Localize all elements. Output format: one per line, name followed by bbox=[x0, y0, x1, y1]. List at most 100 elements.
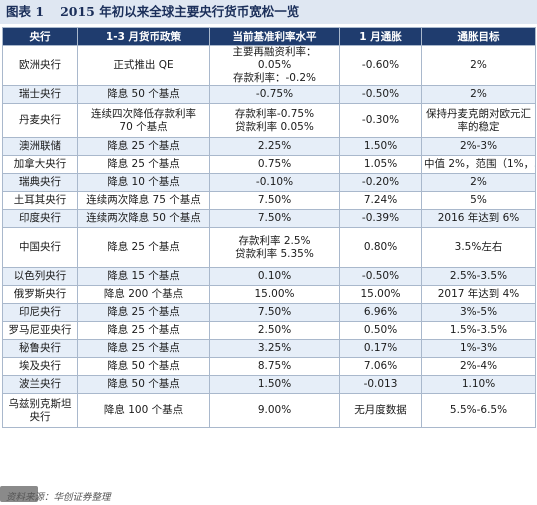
cell-inflation: 0.17% bbox=[339, 339, 422, 358]
cell-inflation: 1.50% bbox=[339, 137, 422, 156]
table-row: 瑞士央行 降息 50 个基点 -0.75% -0.50% 2% bbox=[2, 85, 536, 104]
cell-inflation: 15.00% bbox=[339, 285, 422, 304]
cell-inflation: 1.05% bbox=[339, 155, 422, 174]
cell-policy: 连续两次降息 75 个基点 bbox=[77, 191, 210, 210]
cell-text: 降息 100 个基点 bbox=[103, 404, 184, 416]
watermark-logo bbox=[0, 486, 38, 502]
cell-target: 1.5%-3.5% bbox=[421, 321, 536, 340]
cell-text: -0.60% bbox=[361, 59, 400, 71]
central-bank-table: 央行 1-3 月货币政策 当前基准利率水平 1 月通胀 通胀目标 欧洲央行 正式推… bbox=[2, 27, 536, 428]
table-body: 欧洲央行 正式推出 QE 主要再融资利率： 0.05% 存款利率：-0.2% -0.60%… bbox=[2, 45, 536, 428]
cell-text: -0.10% bbox=[255, 176, 294, 188]
cell-text: 1.05% bbox=[363, 158, 398, 170]
cell-text: 降息 15 个基点 bbox=[107, 270, 180, 282]
cell-inflation: -0.50% bbox=[339, 267, 422, 286]
table-header-row: 央行 1-3 月货币政策 当前基准利率水平 1 月通胀 通胀目标 bbox=[2, 27, 536, 46]
table-row: 土耳其央行 连续两次降息 75 个基点 7.50% 7.24% 5% bbox=[2, 191, 536, 210]
cell-text: 存款利率：-0.2% bbox=[233, 72, 316, 84]
table-row: 罗马尼亚央行 降息 25 个基点 2.50% 0.50% 1.5%-3.5% bbox=[2, 321, 536, 340]
cell-policy: 降息 25 个基点 bbox=[77, 303, 210, 322]
cell-text: 印尼央行 bbox=[19, 306, 61, 318]
cell-policy: 降息 25 个基点 bbox=[77, 155, 210, 174]
cell-text: 7.50% bbox=[257, 306, 292, 318]
cell-bank: 秘鲁央行 bbox=[2, 339, 78, 358]
cell-text: 5% bbox=[470, 194, 487, 206]
cell-text: 连续两次降息 50 个基点 bbox=[86, 212, 201, 224]
table-row: 澳洲联储 降息 25 个基点 2.25% 1.50% 2%-3% bbox=[2, 137, 536, 156]
cell-text: 降息 25 个基点 bbox=[107, 241, 180, 253]
cell-text: 连续四次降低存款利率 bbox=[91, 107, 196, 120]
cell-policy: 降息 25 个基点 bbox=[77, 137, 210, 156]
table-row: 印度央行 连续两次降息 50 个基点 7.50% -0.39% 2016 年达到 6% bbox=[2, 209, 536, 228]
cell-bank: 瑞典央行 bbox=[2, 173, 78, 192]
cell-text: 中值 2%，范围（1%，3%） bbox=[424, 158, 535, 170]
cell-text: 7.06% bbox=[363, 360, 398, 372]
cell-text: 0.50% bbox=[363, 324, 398, 336]
cell-text: 降息 200 个基点 bbox=[103, 288, 184, 300]
cell-text: 3.25% bbox=[257, 342, 292, 354]
cell-target: 1%-3% bbox=[421, 339, 536, 358]
cell-text: -0.50% bbox=[361, 88, 400, 100]
cell-inflation: -0.30% bbox=[339, 103, 422, 138]
cell-rate: 8.75% bbox=[209, 357, 340, 376]
cell-rate: 9.00% bbox=[209, 393, 340, 428]
cell-bank: 罗马尼亚央行 bbox=[2, 321, 78, 340]
cell-text: 2.5%-3.5% bbox=[449, 270, 508, 282]
cell-text: 降息 25 个基点 bbox=[107, 140, 180, 152]
cell-inflation: 7.24% bbox=[339, 191, 422, 210]
cell-inflation: 无月度数据 bbox=[339, 393, 422, 428]
cell-text: 丹麦央行 bbox=[19, 114, 61, 126]
table-row: 埃及央行 降息 50 个基点 8.75% 7.06% 2%-4% bbox=[2, 357, 536, 376]
cell-text: 降息 50 个基点 bbox=[107, 378, 180, 390]
table-row: 中国央行 降息 25 个基点 存款利率 2.5% 贷款利率 5.35% 0.80% 3.5… bbox=[2, 227, 536, 268]
cell-text: 1.5%-3.5% bbox=[449, 324, 508, 336]
cell-bank: 波兰央行 bbox=[2, 375, 78, 394]
cell-text: 率的稳定 bbox=[457, 120, 500, 133]
cell-bank: 土耳其央行 bbox=[2, 191, 78, 210]
cell-rate: 7.50% bbox=[209, 191, 340, 210]
cell-text: 6.96% bbox=[363, 306, 398, 318]
cell-target: 3%-5% bbox=[421, 303, 536, 322]
cell-bank: 澳洲联储 bbox=[2, 137, 78, 156]
cell-text: 降息 25 个基点 bbox=[107, 158, 180, 170]
cell-text: -0.39% bbox=[361, 212, 400, 224]
cell-text: 0.10% bbox=[257, 270, 292, 282]
cell-policy: 降息 50 个基点 bbox=[77, 375, 210, 394]
cell-text: 降息 50 个基点 bbox=[107, 88, 180, 100]
cell-text: 降息 25 个基点 bbox=[107, 342, 180, 354]
cell-text: 3.5%左右 bbox=[454, 241, 503, 253]
cell-text: 8.75% bbox=[257, 360, 292, 372]
header-target: 通胀目标 bbox=[421, 27, 536, 46]
cell-target: 5% bbox=[421, 191, 536, 210]
cell-target: 2% bbox=[421, 85, 536, 104]
table-row: 丹麦央行 连续四次降低存款利率 70 个基点 存款利率-0.75% 贷款利率 0.05%… bbox=[2, 103, 536, 138]
cell-rate: 2.25% bbox=[209, 137, 340, 156]
cell-target: 中值 2%，范围（1%，3%） bbox=[421, 155, 536, 174]
cell-text: 瑞典央行 bbox=[19, 176, 61, 188]
cell-text: -0.50% bbox=[361, 270, 400, 282]
cell-rate: 7.50% bbox=[209, 303, 340, 322]
cell-text: 埃及央行 bbox=[19, 360, 61, 372]
cell-text: 存款利率 2.5% bbox=[238, 234, 311, 247]
cell-target: 2% bbox=[421, 45, 536, 86]
cell-inflation: -0.39% bbox=[339, 209, 422, 228]
cell-bank: 乌兹别克斯坦 央行 bbox=[2, 393, 78, 428]
cell-target: 2017 年达到 4% bbox=[421, 285, 536, 304]
header-policy: 1-3 月货币政策 bbox=[77, 27, 210, 46]
cell-text: 加拿大央行 bbox=[13, 158, 67, 170]
cell-policy: 降息 50 个基点 bbox=[77, 85, 210, 104]
cell-text: 7.50% bbox=[257, 194, 292, 206]
cell-target: 5.5%-6.5% bbox=[421, 393, 536, 428]
cell-text: -0.30% bbox=[361, 114, 400, 126]
cell-target: 保持丹麦克朗对欧元汇 率的稳定 bbox=[421, 103, 536, 138]
cell-text: 主要再融资利率： bbox=[232, 46, 317, 59]
cell-text: 正式推出 QE bbox=[113, 59, 174, 71]
cell-text: 2.50% bbox=[257, 324, 292, 336]
cell-text: 波兰央行 bbox=[19, 378, 61, 390]
cell-rate: 15.00% bbox=[209, 285, 340, 304]
cell-policy: 连续两次降息 50 个基点 bbox=[77, 209, 210, 228]
cell-text: 15.00% bbox=[360, 288, 401, 300]
cell-policy: 连续四次降低存款利率 70 个基点 bbox=[77, 103, 210, 138]
header-bank: 央行 bbox=[2, 27, 78, 46]
cell-text: 存款利率-0.75% bbox=[234, 107, 315, 120]
